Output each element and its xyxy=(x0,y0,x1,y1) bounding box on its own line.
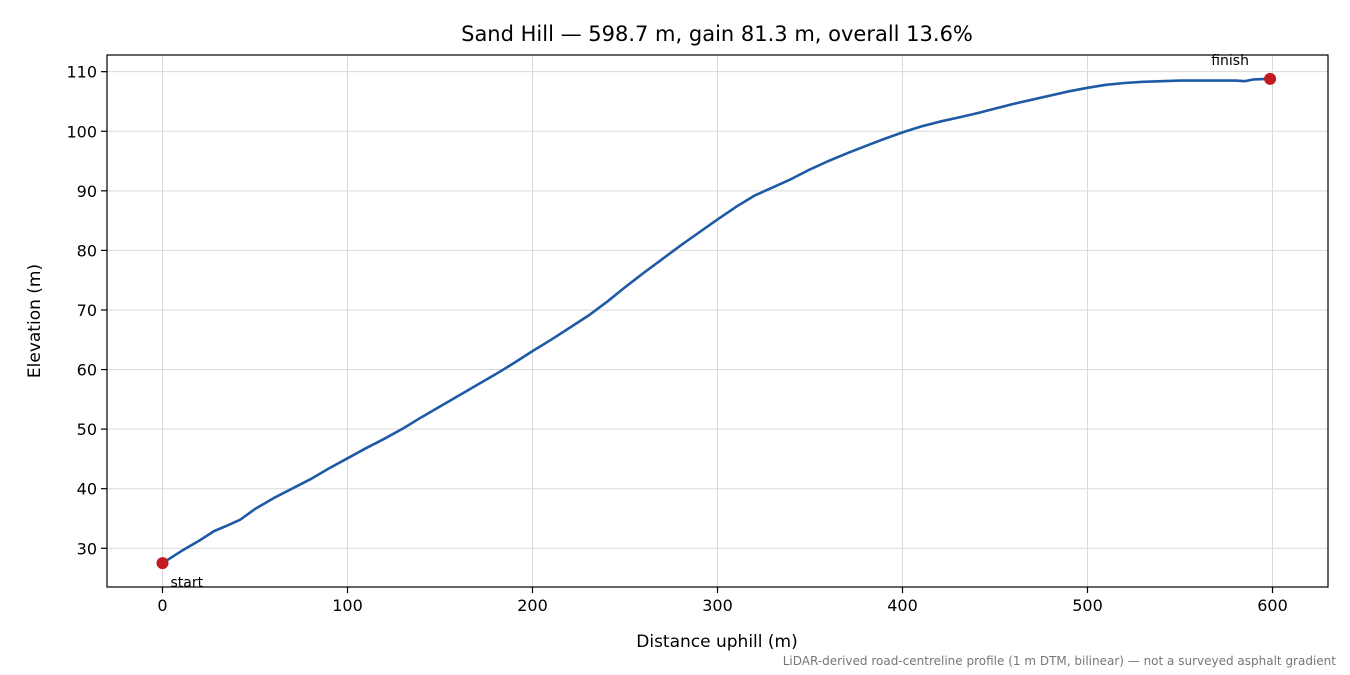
x-tick-label: 600 xyxy=(1257,596,1288,615)
chart-title: Sand Hill — 598.7 m, gain 81.3 m, overal… xyxy=(461,22,973,46)
y-tick-label: 110 xyxy=(66,63,97,82)
grid xyxy=(107,55,1328,587)
axis-ticks: 0 100 200 300 400 500 600 30 40 50 60 70 80 90 100 110 xyxy=(66,63,1287,615)
y-tick-label: 50 xyxy=(77,420,97,439)
x-tick-label: 400 xyxy=(887,596,918,615)
finish-label: finish xyxy=(1211,53,1249,69)
x-tick-label: 0 xyxy=(157,596,167,615)
finish-marker xyxy=(1264,72,1277,85)
start-marker xyxy=(156,557,169,570)
y-tick-label: 70 xyxy=(77,301,97,320)
y-tick-label: 40 xyxy=(77,480,97,499)
x-tick-label: 200 xyxy=(517,596,548,615)
elevation-profile-line xyxy=(161,77,1271,565)
y-tick-label: 30 xyxy=(77,539,97,558)
x-tick-label: 300 xyxy=(702,596,733,615)
footnote: LiDAR-derived road-centreline profile (1… xyxy=(783,654,1337,668)
start-label: start xyxy=(171,575,204,591)
y-tick-label: 90 xyxy=(77,182,97,201)
y-tick-label: 100 xyxy=(66,122,97,141)
x-tick-label: 500 xyxy=(1072,596,1103,615)
x-tick-label: 100 xyxy=(332,596,363,615)
x-axis-label: Distance uphill (m) xyxy=(636,632,797,652)
y-axis-label: Elevation (m) xyxy=(25,264,45,378)
y-tick-label: 80 xyxy=(77,241,97,260)
y-tick-label: 60 xyxy=(77,361,97,380)
endpoint-markers: start finish xyxy=(156,53,1277,591)
